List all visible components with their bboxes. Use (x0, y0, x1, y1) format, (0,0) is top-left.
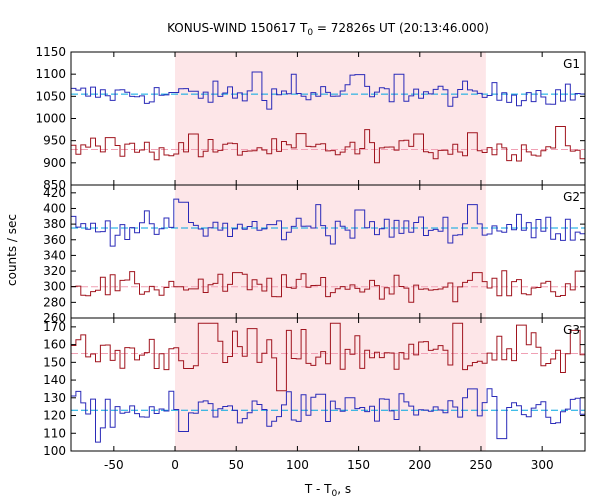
count-rate-series (71, 126, 585, 164)
y-tick-label: 170 (43, 320, 66, 334)
x-tick-label: -50 (104, 458, 124, 472)
y-tick-label: 360 (43, 233, 66, 247)
y-tick-label: 380 (43, 217, 66, 231)
y-tick-label: 140 (43, 373, 66, 387)
y-tick-label: 1150 (35, 45, 66, 59)
x-tick-label: 150 (347, 458, 370, 472)
x-tick-label: 250 (470, 458, 493, 472)
x-tick-label: 0 (171, 458, 179, 472)
burst-interval-shade (175, 52, 486, 185)
count-rate-series (71, 198, 585, 247)
x-tick-label: 100 (286, 458, 309, 472)
panel-g1: 850 900 950 1000 1050 1100 1150 G1 (35, 45, 586, 192)
y-tick-label: 150 (43, 355, 66, 369)
panel-frame (70, 317, 586, 452)
panel-data (71, 71, 585, 164)
y-tick-label: 900 (43, 156, 66, 170)
y-tick-label: 320 (43, 264, 66, 278)
y-tick-label: 120 (43, 409, 66, 423)
y-tick-label: 400 (43, 201, 66, 215)
y-tick-label: 1050 (35, 89, 66, 103)
chart-title: KONUS-WIND 150617 T0 = 72826s UT (20:13:… (167, 21, 489, 38)
panel-data (71, 198, 585, 303)
y-tick-label: 850 (43, 178, 66, 192)
y-tick-label: 420 (43, 186, 66, 200)
x-axis-label: T - T0, s (304, 482, 351, 499)
panel-label: G3 (563, 323, 580, 337)
x-tick-label: 50 (229, 458, 244, 472)
y-tick-label: 110 (43, 426, 66, 440)
x-tick-label: 200 (408, 458, 431, 472)
y-tick-label: 950 (43, 134, 66, 148)
panel-data (71, 322, 585, 443)
y-axis-label: counts / sec (5, 214, 19, 286)
count-rate-series (71, 388, 585, 443)
burst-interval-shade (175, 185, 486, 318)
y-tick-label: 160 (43, 338, 66, 352)
y-tick-label: 100 (43, 444, 66, 458)
panel-label: G2 (563, 190, 580, 204)
count-rate-series (71, 322, 585, 392)
count-rate-series (71, 71, 585, 110)
y-tick-label: 130 (43, 391, 66, 405)
y-tick-label: 340 (43, 248, 66, 262)
chart-panels: 8509009501000105011001150G12602803003203… (35, 45, 586, 472)
y-tick-label: 1100 (35, 67, 66, 81)
panel-label: G1 (563, 57, 580, 71)
y-tick-label: 280 (43, 295, 66, 309)
x-tick-label: 300 (531, 458, 554, 472)
y-tick-label: 1000 (35, 112, 66, 126)
y-tick-label: 260 (43, 311, 66, 325)
y-tick-label: 300 (43, 280, 66, 294)
count-rate-series (71, 270, 585, 303)
panel-g3: 100 110 120 130 140 150 160 170 G3 (43, 317, 586, 458)
